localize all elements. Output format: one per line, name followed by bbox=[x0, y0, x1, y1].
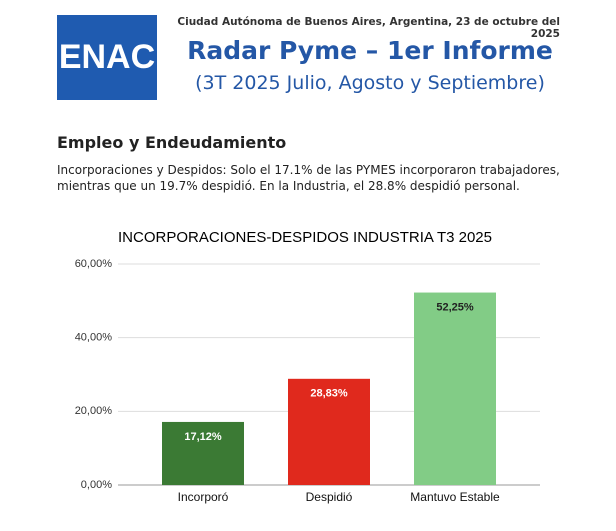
bar bbox=[162, 421, 244, 485]
x-tick-label: Mantuvo Estable bbox=[410, 490, 500, 504]
chart: INCORPORACIONES-DESPIDOS INDUSTRIA T3 20… bbox=[75, 229, 540, 504]
value-label: 17,12% bbox=[184, 431, 222, 443]
bar bbox=[288, 378, 370, 485]
subtitle: (3T 2025 Julio, Agosto y Septiembre) bbox=[195, 72, 545, 94]
dateline: Ciudad Autónoma de Buenos Aires, Argenti… bbox=[177, 16, 560, 40]
logo: ENAC bbox=[57, 15, 157, 100]
section-text: Incorporaciones y Despidos: Solo el 17.1… bbox=[57, 163, 560, 193]
y-tick-label: 0,00% bbox=[81, 479, 112, 491]
y-tick-label: 40,00% bbox=[75, 332, 113, 344]
section-heading: Empleo y Endeudamiento bbox=[57, 133, 287, 152]
chart-title: INCORPORACIONES-DESPIDOS INDUSTRIA T3 20… bbox=[118, 229, 492, 246]
x-tick-label: Despidió bbox=[306, 490, 353, 504]
value-label: 28,83% bbox=[310, 388, 348, 400]
x-tick-label: Incorporó bbox=[178, 490, 229, 504]
title: Radar Pyme – 1er Informe bbox=[187, 36, 553, 65]
y-tick-label: 60,00% bbox=[75, 258, 113, 270]
bar bbox=[414, 292, 496, 485]
value-label: 52,25% bbox=[436, 301, 474, 313]
y-tick-label: 20,00% bbox=[75, 405, 113, 417]
